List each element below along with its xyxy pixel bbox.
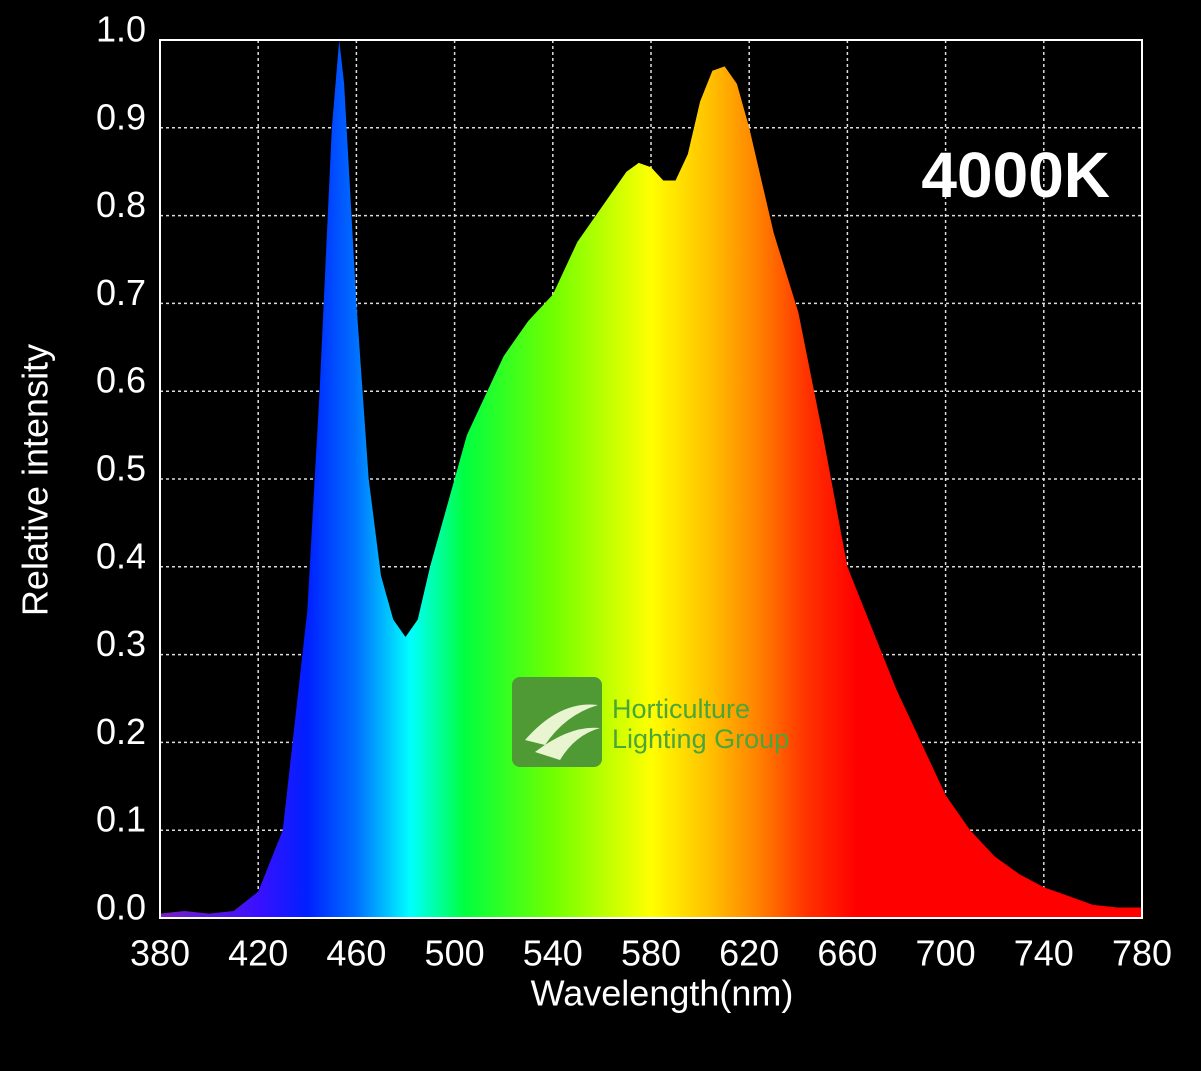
- x-tick-label: 500: [425, 933, 485, 974]
- y-tick-label: 0.6: [96, 360, 146, 401]
- y-tick-label: 0.8: [96, 184, 146, 225]
- y-tick-label: 0.9: [96, 96, 146, 137]
- x-tick-label: 420: [228, 933, 288, 974]
- x-axis-title: Wavelength(nm): [531, 973, 794, 1014]
- y-tick-label: 0.7: [96, 272, 146, 313]
- x-tick-label: 540: [523, 933, 583, 974]
- x-tick-label: 380: [130, 933, 190, 974]
- logo-leaves: [525, 704, 600, 760]
- x-tick-label: 620: [719, 933, 779, 974]
- logo-text: Lighting Group: [612, 724, 789, 754]
- x-tick-label: 740: [1014, 933, 1074, 974]
- plot-frame: [159, 39, 1143, 919]
- x-tick-label: 700: [916, 933, 976, 974]
- y-tick-label: 0.4: [96, 535, 146, 576]
- y-tick-label: 0.1: [96, 799, 146, 840]
- y-tick-label: 0.5: [96, 448, 146, 489]
- x-tick-label: 660: [817, 933, 877, 974]
- x-tick-label: 780: [1112, 933, 1172, 974]
- y-tick-label: 0.2: [96, 711, 146, 752]
- y-tick-label: 0.0: [96, 887, 146, 928]
- x-tick-label: 580: [621, 933, 681, 974]
- annotation: 4000K: [921, 139, 1110, 211]
- spectrum-area: [160, 40, 1142, 918]
- x-tick-label: 460: [326, 933, 386, 974]
- y-tick-label: 0.3: [96, 623, 146, 664]
- y-axis-title: Relative intensity: [15, 344, 56, 616]
- plot: [160, 40, 1142, 918]
- logo-text: Horticulture: [612, 694, 750, 724]
- y-tick-label: 1.0: [96, 9, 146, 50]
